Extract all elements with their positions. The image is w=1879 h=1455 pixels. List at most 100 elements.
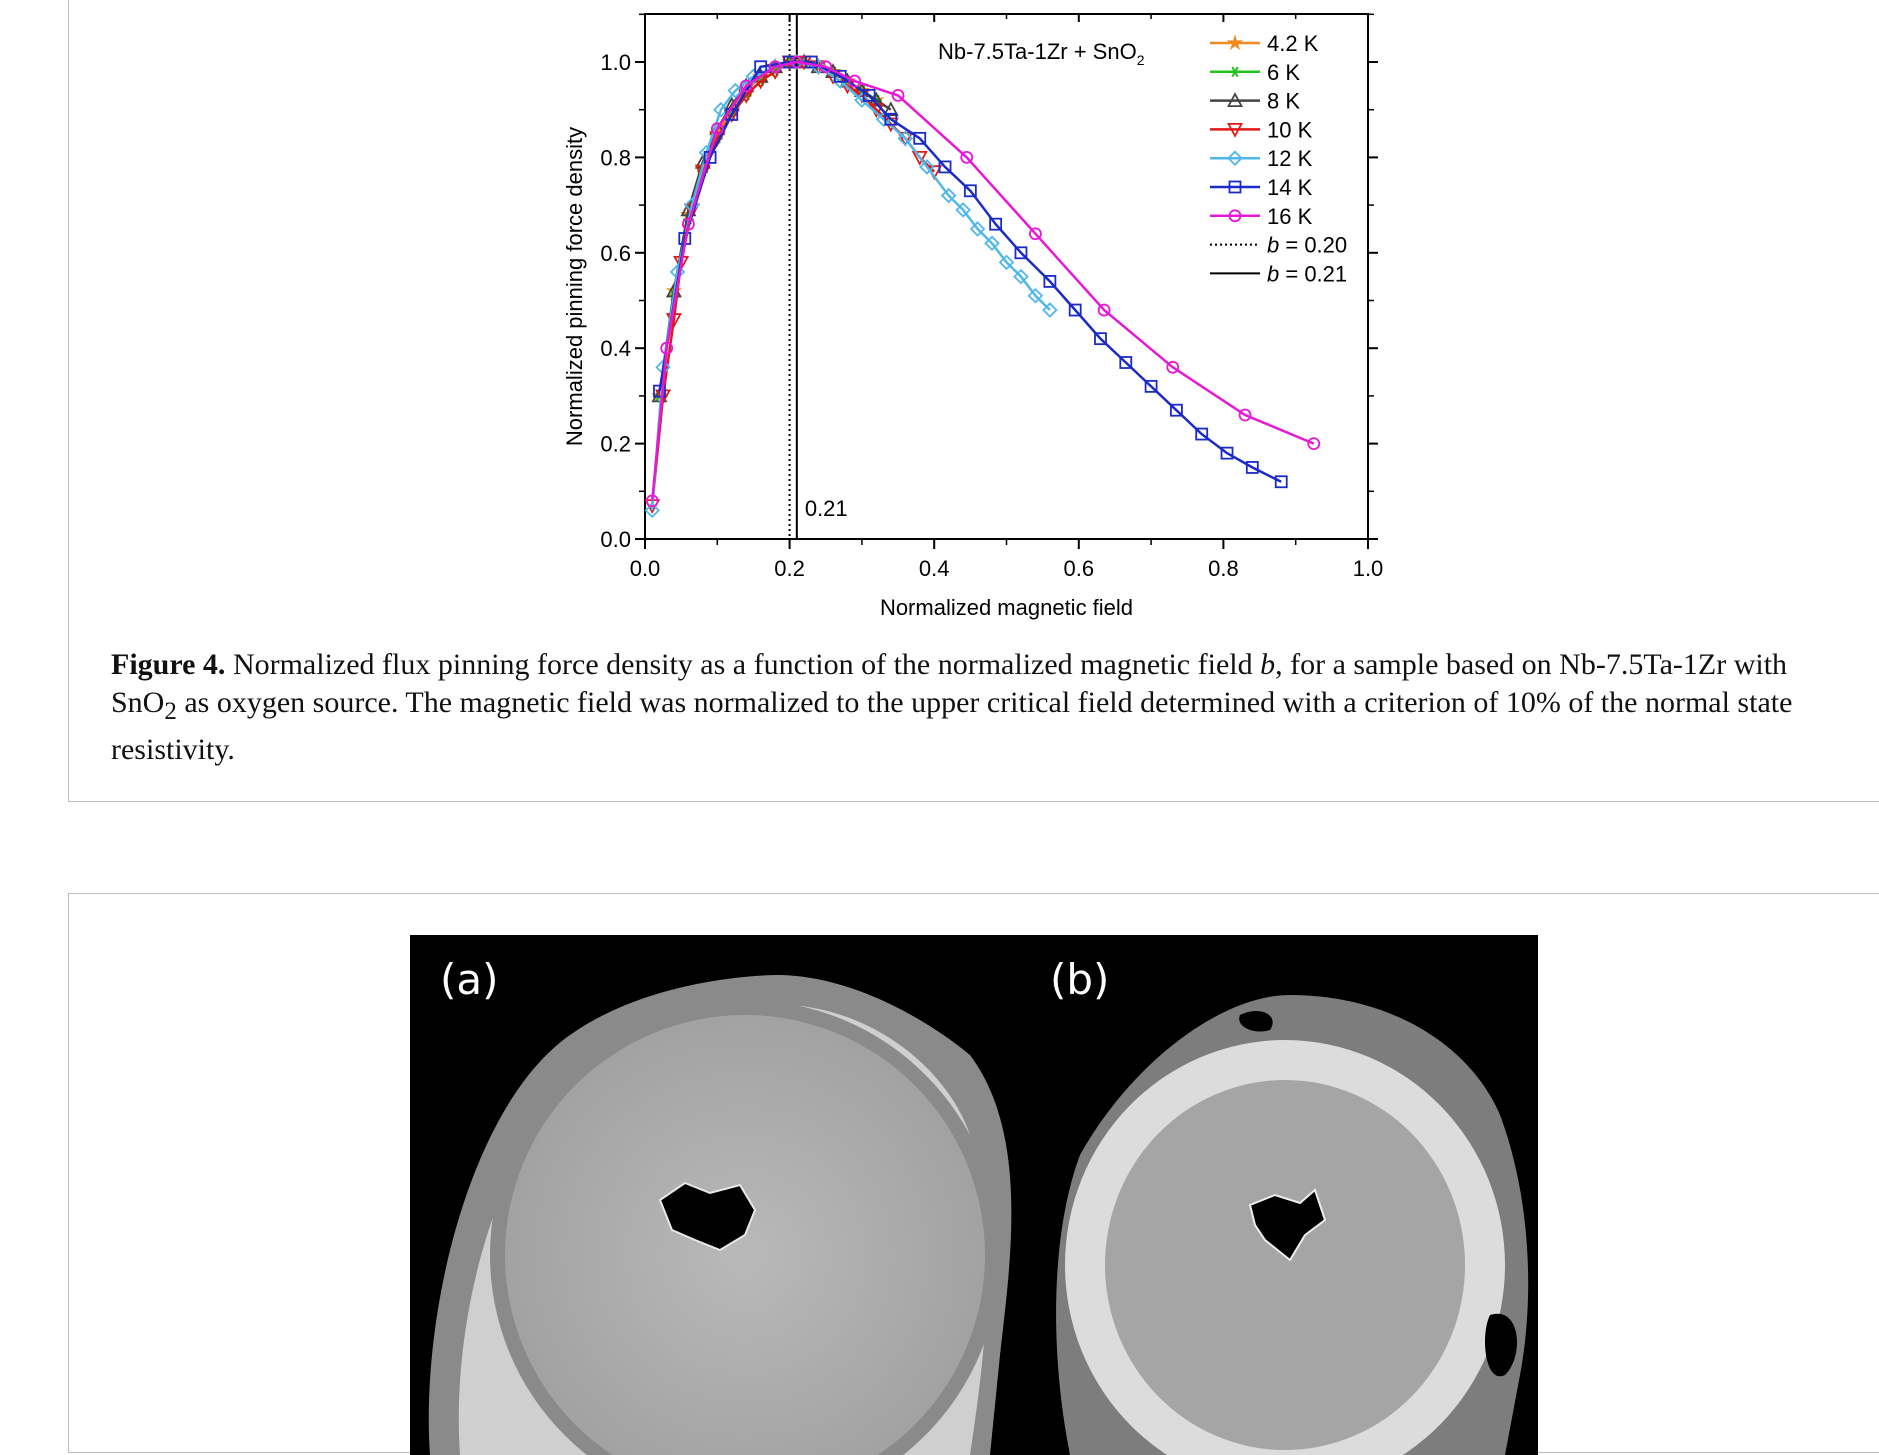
series-line <box>658 60 892 397</box>
data-point <box>963 184 977 198</box>
legend-label: 10 K <box>1267 117 1313 142</box>
legend-item: 4.2 K <box>1210 31 1319 56</box>
caption-subscript: 2 <box>164 698 177 725</box>
data-point <box>768 60 782 74</box>
data-point <box>891 88 905 102</box>
legend-label: 12 K <box>1267 146 1313 171</box>
data-point <box>644 502 661 519</box>
pinning-force-chart: 0.0 0.2 0.4 0.6 0.8 1.0 0.0 0.2 0.4 0.6 0.8 1.0 Norm… <box>562 13 1384 620</box>
panel-label-a: (a) <box>440 955 499 1004</box>
y-tick-label: 1.0 <box>600 50 631 75</box>
legend-label: 14 K <box>1267 175 1313 200</box>
data-point <box>1274 475 1288 489</box>
data-point <box>998 254 1015 271</box>
x-tick-label: 0.0 <box>630 556 661 581</box>
legend-item: b = 0.21 <box>1210 261 1347 286</box>
data-point <box>960 150 974 164</box>
caption-text-1: Normalized flux pinning force density as… <box>225 648 1261 681</box>
data-point <box>854 92 870 108</box>
data-point <box>819 60 833 74</box>
data-point <box>713 101 729 118</box>
data-point <box>1027 287 1044 304</box>
legend-item: b = 0.20 <box>1210 233 1347 258</box>
data-point <box>804 55 818 69</box>
data-point <box>739 79 753 93</box>
data-point <box>710 122 724 136</box>
x-axis-label: Normalized magnetic field <box>880 595 1133 620</box>
data-point <box>1068 303 1082 317</box>
series-14K <box>653 55 1288 489</box>
data-point <box>745 68 762 85</box>
data-point <box>653 384 666 398</box>
data-point <box>1042 302 1058 318</box>
legend-label: 16 K <box>1267 204 1313 229</box>
x-tick-label: 0.8 <box>1208 556 1239 581</box>
data-point <box>1014 246 1028 260</box>
caption-text-3: as oxygen source. The magnetic field was… <box>111 686 1793 766</box>
data-point <box>940 187 957 204</box>
asterisk-stroke <box>1231 66 1239 78</box>
data-point <box>1094 332 1107 346</box>
legend-item: 10 K <box>1210 117 1313 142</box>
data-point <box>1043 275 1057 288</box>
x-tick-label: 1.0 <box>1353 556 1384 581</box>
data-point <box>1144 379 1158 393</box>
series-12K <box>644 54 1058 519</box>
y-tick-label: 0.4 <box>600 336 631 361</box>
data-point <box>884 112 898 126</box>
data-point <box>1226 123 1244 138</box>
legend-label: b = 0.20 <box>1267 233 1347 258</box>
legend-label: b = 0.21 <box>1267 261 1347 286</box>
data-point <box>911 150 928 166</box>
data-point <box>754 60 768 74</box>
legend-item: 6 K <box>1210 60 1300 85</box>
x-tick-label: 0.2 <box>774 556 805 581</box>
panel-label-b: (b) <box>1050 955 1110 1004</box>
data-point <box>862 88 876 102</box>
data-point <box>969 221 986 237</box>
x-tick-label: 0.4 <box>919 556 950 581</box>
data-point <box>984 235 1000 252</box>
caption-text-2: , for a sample based on Nb-7.5Ta-1Zr wit… <box>111 648 1788 719</box>
data-point <box>1228 180 1242 194</box>
data-point <box>1013 268 1029 285</box>
data-point <box>913 131 927 145</box>
data-point <box>848 74 862 88</box>
data-point <box>727 82 744 99</box>
data-point <box>1307 437 1321 451</box>
figure-caption: Figure 4. Normalized flux pinning force … <box>111 646 1811 769</box>
data-point <box>1226 34 1244 51</box>
legend-label: 8 K <box>1267 89 1300 114</box>
y-tick-label: 0.6 <box>600 241 631 266</box>
legend-label: 6 K <box>1267 60 1300 85</box>
data-point <box>660 341 674 355</box>
data-point <box>1195 427 1209 441</box>
chart-title-subscript: 2 <box>1137 52 1145 68</box>
figure-4-panel <box>68 0 1879 802</box>
data-point <box>1238 408 1252 422</box>
caption-label: Figure 4. <box>111 648 226 681</box>
legend-item: 12 K <box>1210 146 1313 171</box>
legend-eq: = 0.20 <box>1279 233 1347 258</box>
data-point <box>955 202 971 218</box>
legend-item: 14 K <box>1210 175 1313 200</box>
plot-frame <box>644 13 1369 540</box>
data-point <box>1227 150 1243 166</box>
y-axis-label: Normalized pinning force density <box>562 127 587 446</box>
data-point <box>681 217 695 231</box>
annotation-021: 0.21 <box>805 496 848 521</box>
cross-section-b <box>1056 995 1529 1455</box>
data-point <box>1220 446 1234 460</box>
data-point <box>1170 403 1183 417</box>
data-point <box>897 130 914 147</box>
data-point <box>989 217 1003 231</box>
data-point <box>1166 360 1180 374</box>
data-point <box>790 55 804 69</box>
series-line <box>650 60 1315 501</box>
data-point <box>1119 356 1133 369</box>
y-tick-label: 0.0 <box>600 527 631 552</box>
legend-var: b <box>1267 233 1279 258</box>
legend-eq: = 0.21 <box>1279 261 1347 286</box>
data-point <box>1245 461 1259 474</box>
legend-var: b <box>1267 261 1279 286</box>
